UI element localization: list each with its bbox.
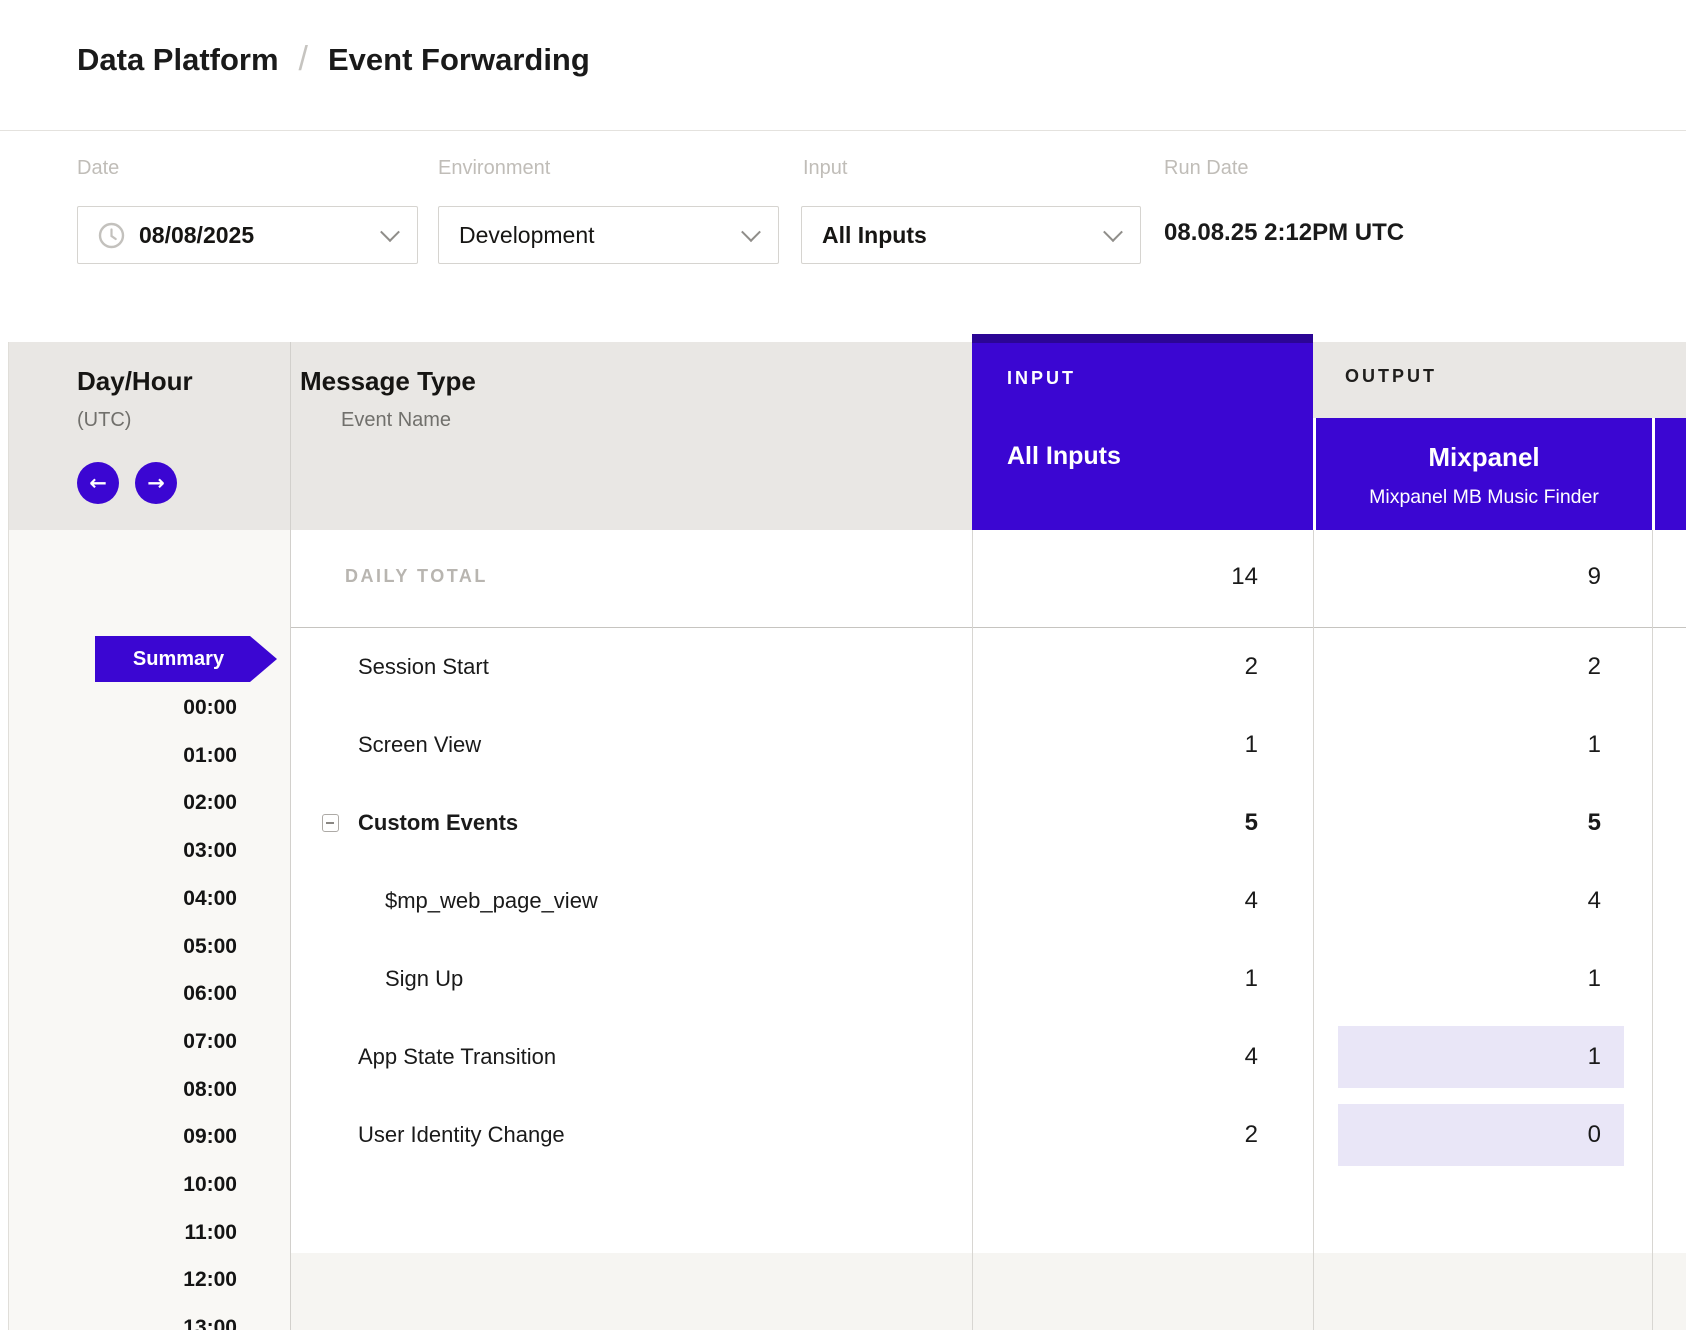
output-count: 1 (1588, 1018, 1601, 1096)
input-column-header[interactable]: INPUT All Inputs (972, 334, 1313, 530)
hour-label-0000[interactable]: 00:00 (0, 695, 237, 721)
daily-total-input-count: 14 (1231, 563, 1258, 591)
date-dropdown[interactable]: 08/08/2025 (77, 206, 418, 264)
breadcrumb-page: Event Forwarding (328, 42, 590, 78)
highlight-cell (1338, 1026, 1624, 1088)
hour-label-1300[interactable]: 13:00 (0, 1315, 237, 1330)
date-value: 08/08/2025 (139, 222, 383, 249)
hour-label-0600[interactable]: 06:00 (0, 981, 237, 1007)
next-day-button[interactable]: → (135, 462, 177, 504)
output-count: 0 (1588, 1096, 1601, 1174)
breadcrumb-section[interactable]: Data Platform (77, 42, 279, 78)
input-count: 5 (1245, 784, 1258, 862)
summary-badge[interactable]: Summary (95, 636, 250, 682)
input-count: 2 (1245, 1096, 1258, 1174)
event-name: App State Transition (358, 1018, 556, 1096)
highlight-cell (1338, 1104, 1624, 1166)
table-row: Screen View 1 1 (290, 706, 1686, 784)
input-header-value: All Inputs (1007, 442, 1121, 471)
input-header-label: INPUT (1007, 368, 1076, 389)
chevron-down-icon (741, 222, 761, 242)
hour-label-0100[interactable]: 01:00 (0, 743, 237, 769)
collapse-minus-icon[interactable] (322, 814, 339, 832)
top-bar: Data Platform / Event Forwarding (0, 0, 1686, 131)
column-divider (1313, 530, 1314, 1330)
message-type-title: Message Type (300, 366, 476, 397)
event-name: Session Start (358, 628, 489, 706)
header-gap (1652, 418, 1655, 530)
input-header-accent-strip (972, 334, 1313, 343)
input-count: 1 (1245, 940, 1258, 1018)
column-divider (1652, 530, 1653, 1330)
date-filter-label: Date (77, 157, 119, 180)
hour-label-0200[interactable]: 02:00 (0, 790, 237, 816)
event-name: Custom Events (358, 784, 518, 862)
event-name: $mp_web_page_view (385, 862, 598, 940)
input-count: 4 (1245, 862, 1258, 940)
table-row: App State Transition 4 1 (290, 1018, 1686, 1096)
input-count: 1 (1245, 706, 1258, 784)
table-row: $mp_web_page_view 4 4 (290, 862, 1686, 940)
output-column-header-partial (1655, 418, 1686, 530)
column-divider (290, 342, 291, 1330)
input-count: 4 (1245, 1018, 1258, 1096)
hour-label-0800[interactable]: 08:00 (0, 1077, 237, 1103)
table-row: User Identity Change 2 0 (290, 1096, 1686, 1174)
output-section-label: OUTPUT (1345, 366, 1437, 387)
right-arrow-icon: → (147, 471, 165, 495)
output-count: 1 (1588, 706, 1601, 784)
breadcrumb: Data Platform / Event Forwarding (77, 40, 590, 79)
clock-icon (98, 222, 125, 249)
input-dropdown[interactable]: All Inputs (801, 206, 1141, 264)
message-type-subtitle: Event Name (341, 409, 451, 432)
day-hour-title: Day/Hour (77, 366, 193, 397)
hour-label-0400[interactable]: 04:00 (0, 886, 237, 912)
daily-total-output-count: 9 (1588, 563, 1601, 591)
input-filter-label: Input (803, 157, 847, 180)
day-hour-subtitle: (UTC) (77, 409, 131, 432)
hour-label-0300[interactable]: 03:00 (0, 838, 237, 864)
environment-dropdown[interactable]: Development (438, 206, 779, 264)
hour-label-1200[interactable]: 12:00 (0, 1267, 237, 1293)
input-count: 2 (1245, 628, 1258, 706)
table-row: Custom Events 5 5 (290, 784, 1686, 862)
header-gap (1313, 418, 1316, 530)
breadcrumb-separator: / (279, 40, 328, 79)
event-name: User Identity Change (358, 1096, 565, 1174)
hour-label-0900[interactable]: 09:00 (0, 1124, 237, 1150)
output-count: 4 (1588, 862, 1601, 940)
hour-label-0700[interactable]: 07:00 (0, 1029, 237, 1055)
environment-value: Development (459, 222, 744, 249)
environment-filter-label: Environment (438, 157, 550, 180)
hour-label-1100[interactable]: 11:00 (0, 1220, 237, 1246)
run-date-label: Run Date (1164, 157, 1249, 180)
daily-total-row: DAILY TOTAL 14 9 (290, 530, 1686, 628)
event-name: Sign Up (385, 940, 463, 1018)
page-root: Data Platform / Event Forwarding Date En… (0, 0, 1686, 1330)
hour-label-0500[interactable]: 05:00 (0, 934, 237, 960)
hour-label-1000[interactable]: 10:00 (0, 1172, 237, 1198)
empty-footer-band (290, 1253, 1686, 1330)
chevron-down-icon (380, 222, 400, 242)
prev-day-button[interactable]: ← (77, 462, 119, 504)
grid-body: DAILY TOTAL 14 9 Session Start22Screen V… (290, 530, 1686, 1253)
table-row: Session Start 2 2 (290, 628, 1686, 706)
output-count: 2 (1588, 628, 1601, 706)
output-column-header-mixpanel[interactable]: Mixpanel Mixpanel MB Music Finder (1316, 418, 1652, 530)
chevron-down-icon (1103, 222, 1123, 242)
table-row: Sign Up 1 1 (290, 940, 1686, 1018)
column-divider (972, 530, 973, 1330)
left-arrow-icon: ← (89, 471, 107, 495)
daily-total-label: DAILY TOTAL (345, 566, 488, 587)
output-subtitle: Mixpanel MB Music Finder (1316, 486, 1652, 509)
output-count: 5 (1588, 784, 1601, 862)
input-value: All Inputs (822, 222, 1106, 249)
run-date-value: 08.08.25 2:12PM UTC (1164, 219, 1404, 247)
event-name: Screen View (358, 706, 481, 784)
output-count: 1 (1588, 940, 1601, 1018)
output-name: Mixpanel (1316, 442, 1652, 473)
